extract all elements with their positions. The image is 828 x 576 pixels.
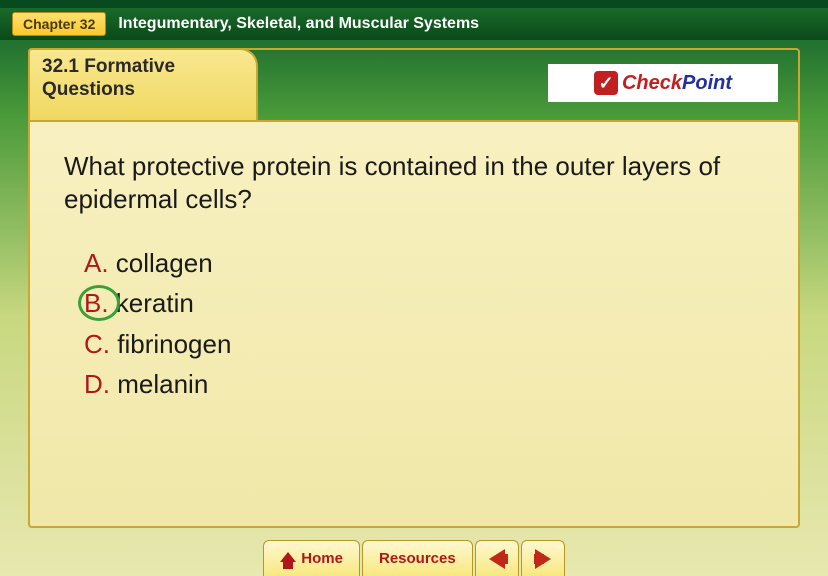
section-tab: 32.1 Formative Questions <box>28 48 258 120</box>
answers-list: A. collagenB. keratinC. fibrinogenD. mel… <box>64 243 764 404</box>
arrow-left-icon <box>489 549 505 569</box>
prev-button[interactable] <box>475 540 519 576</box>
home-icon <box>280 552 296 562</box>
slide-frame: Chapter 32 Integumentary, Skeletal, and … <box>0 0 828 576</box>
chapter-badge: Chapter 32 <box>12 12 106 36</box>
resources-label: Resources <box>379 550 456 567</box>
section-tab-label: 32.1 Formative Questions <box>42 56 175 100</box>
arrow-right-icon <box>535 549 551 569</box>
next-button[interactable] <box>521 540 565 576</box>
check-mark-icon: ✓ <box>594 71 618 95</box>
answer-letter: A. <box>84 248 116 278</box>
answer-option[interactable]: B. keratin <box>84 283 764 323</box>
home-button[interactable]: Home <box>263 540 360 576</box>
bottom-nav: Home Resources <box>0 528 828 576</box>
checkpoint-logo: ✓ CheckPoint <box>548 64 778 102</box>
question-text: What protective protein is contained in … <box>64 150 764 215</box>
answer-text: melanin <box>117 369 208 399</box>
checkpoint-check: Check <box>622 72 682 95</box>
answer-option[interactable]: D. melanin <box>84 364 764 404</box>
answer-option[interactable]: C. fibrinogen <box>84 324 764 364</box>
checkpoint-point: Point <box>682 72 732 95</box>
chapter-title: Integumentary, Skeletal, and Muscular Sy… <box>118 15 479 33</box>
question-panel: What protective protein is contained in … <box>28 120 800 528</box>
home-label: Home <box>301 550 343 567</box>
answer-text: collagen <box>116 248 213 278</box>
answer-letter: C. <box>84 329 117 359</box>
header-bar: Chapter 32 Integumentary, Skeletal, and … <box>0 8 828 40</box>
answer-letter: D. <box>84 369 117 399</box>
answer-text: keratin <box>116 288 194 318</box>
content-frame: 32.1 Formative Questions ✓ CheckPoint Wh… <box>28 48 800 528</box>
answer-option[interactable]: A. collagen <box>84 243 764 283</box>
answer-text: fibrinogen <box>117 329 231 359</box>
resources-button[interactable]: Resources <box>362 540 473 576</box>
